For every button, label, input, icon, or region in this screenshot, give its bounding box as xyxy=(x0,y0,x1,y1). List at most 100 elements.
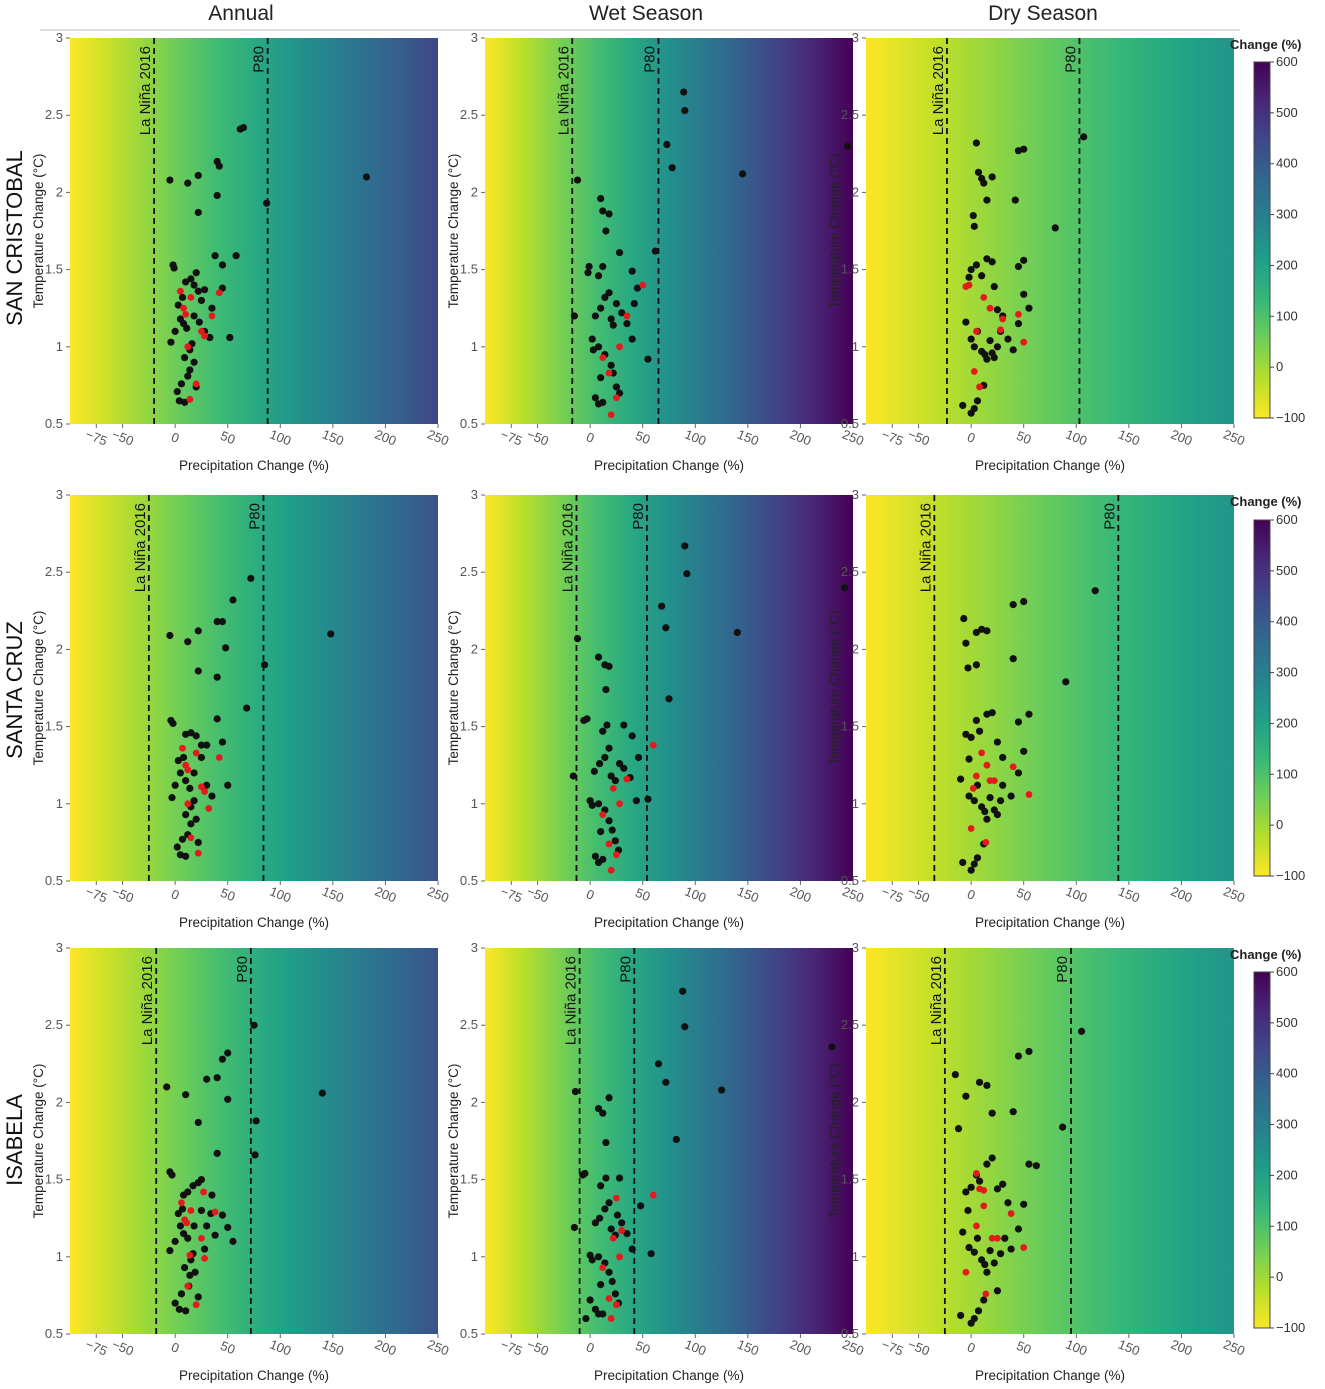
scatter-point-black xyxy=(957,775,965,783)
scatter-point-black xyxy=(182,852,190,860)
scatter-points xyxy=(959,133,1088,417)
y-tick-label: 0.5 xyxy=(45,873,63,888)
panel-scz-annual: 0.5 1 1.5 2 2.5 3 −75 −50 0 50 100 150 200 250 Precipi… xyxy=(31,487,451,930)
y-tick-label: 3 xyxy=(56,487,63,502)
colorbar-gradient xyxy=(1253,971,1271,1329)
scatter-point-black xyxy=(203,741,211,749)
colorbar-tick-label: 500 xyxy=(1276,563,1298,578)
scatter-point-red xyxy=(623,775,631,783)
scatter-point-red xyxy=(988,1234,996,1242)
x-tick-label: −50 xyxy=(110,426,136,448)
y-tick-label: 2.5 xyxy=(45,107,63,122)
scatter-point-black xyxy=(967,1183,975,1191)
scatter-point-black xyxy=(1004,335,1012,343)
y-tick-label: 1 xyxy=(471,796,478,811)
scatter-point-black xyxy=(844,142,852,150)
scatter-point-black xyxy=(178,293,187,301)
scatter-point-black xyxy=(206,333,214,342)
vline-label: La Niña 2016 xyxy=(930,46,947,135)
x-tick-label: 50 xyxy=(1014,885,1033,904)
y-tick-label: 1.5 xyxy=(460,719,478,734)
scatter-point-red xyxy=(178,1199,185,1207)
vline-label: P80 xyxy=(234,956,251,983)
scatter-point-black xyxy=(594,800,603,808)
scatter-point-red xyxy=(183,1219,191,1227)
scatter-point-red xyxy=(607,1315,615,1322)
y-axis-label: Temperature Change (°C) xyxy=(827,611,842,766)
scatter-point-black xyxy=(623,320,631,328)
scatter-point-black xyxy=(602,227,610,235)
scatter-point-black xyxy=(187,729,195,737)
scatter-point-black xyxy=(986,337,994,345)
scatter-point-black xyxy=(623,1230,631,1238)
scatter-point-black xyxy=(181,1264,189,1272)
scatter-point-black xyxy=(175,1305,183,1313)
scatter-point-red xyxy=(192,749,200,757)
scatter-point-black xyxy=(974,168,983,176)
colorbar-1: Change (%) −100 0 100 200 300 400 500 600 xyxy=(1230,494,1305,883)
scatter-point-black xyxy=(594,1104,603,1113)
scatter-point-black xyxy=(213,715,221,723)
heatmap-background xyxy=(866,948,1234,1334)
scatter-point-black xyxy=(169,719,177,728)
x-tick-label: 200 xyxy=(788,427,814,449)
scatter-point-black xyxy=(591,312,600,320)
scatter-points xyxy=(957,587,1099,874)
scatter-point-red xyxy=(215,754,223,761)
scatter-point-red xyxy=(201,788,208,795)
scatter-point-black xyxy=(192,732,200,740)
scatter-point-red xyxy=(1020,1244,1028,1251)
scatter-point-red xyxy=(613,851,620,859)
scatter-point-red xyxy=(180,304,187,312)
heatmap-background xyxy=(485,38,853,424)
scatter-point-black xyxy=(194,171,202,180)
scatter-point-black xyxy=(608,1277,616,1286)
scatter-point-black xyxy=(211,1231,219,1239)
scatter-point-red xyxy=(192,380,200,388)
x-tick-label: 250 xyxy=(425,1337,451,1359)
scatter-point-black xyxy=(229,1237,237,1245)
scatter-point-black xyxy=(999,1180,1007,1188)
scatter-point-red xyxy=(973,1222,980,1230)
scatter-point-black xyxy=(681,1023,689,1031)
scatter-point-black xyxy=(1007,1245,1015,1253)
scatter-point-black xyxy=(597,304,605,312)
scatter-point-red xyxy=(187,1207,195,1214)
vline-label: P80 xyxy=(1062,46,1079,73)
scatter-point-red xyxy=(215,289,223,297)
scatter-point-red xyxy=(201,332,208,340)
vline-label: P80 xyxy=(641,46,658,73)
x-axis-label: Precipitation Change (%) xyxy=(594,1368,744,1383)
scatter-point-black xyxy=(1014,718,1023,726)
scatter-point-black xyxy=(951,1071,959,1079)
scatter-point-red xyxy=(997,326,1004,334)
scatter-point-black xyxy=(186,784,194,792)
scatter-points xyxy=(163,1021,326,1315)
scatter-point-black xyxy=(988,258,996,266)
scatter-point-black xyxy=(197,296,206,305)
scatter-point-red xyxy=(605,1295,613,1302)
scatter-point-black xyxy=(190,1222,198,1230)
scatter-point-black xyxy=(599,1310,607,1318)
scatter-point-black xyxy=(679,987,687,995)
x-tick-label: −75 xyxy=(498,1336,524,1358)
scatter-point-red xyxy=(973,327,980,335)
scatter-point-black xyxy=(630,299,638,308)
scatter-point-black xyxy=(597,827,605,836)
scatter-point-red xyxy=(205,805,213,812)
scatter-point-black xyxy=(1014,769,1023,777)
scatter-point-black xyxy=(194,1293,202,1301)
x-tick-label: 0 xyxy=(965,1339,977,1356)
scatter-point-black xyxy=(1020,597,1028,606)
scatter-point-black xyxy=(959,1228,967,1236)
x-tick-label: −75 xyxy=(83,883,109,905)
x-axis-label: Precipitation Change (%) xyxy=(975,915,1125,930)
scatter-point-black xyxy=(171,1299,179,1307)
scatter-point-black xyxy=(569,772,577,780)
scatter-points xyxy=(166,574,335,860)
x-tick-label: −50 xyxy=(906,1336,932,1358)
scatter-point-black xyxy=(828,1043,836,1051)
scatter-point-black xyxy=(605,1094,613,1102)
scatter-point-black xyxy=(239,123,248,132)
scatter-point-black xyxy=(628,335,636,343)
